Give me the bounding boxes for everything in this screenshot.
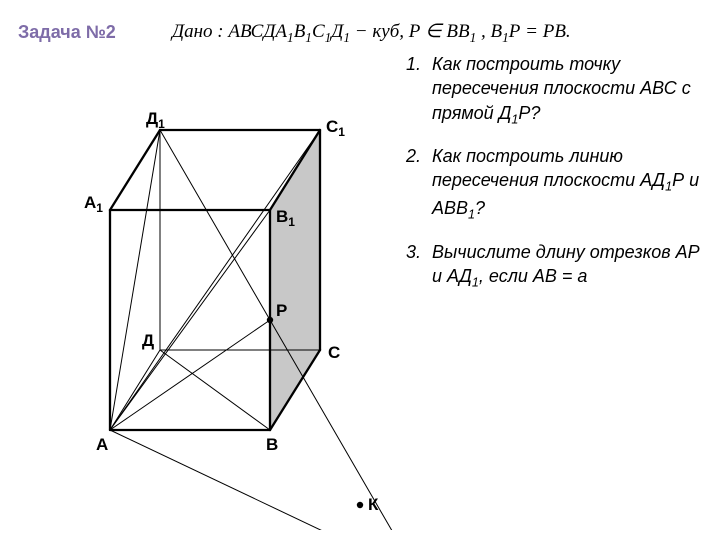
svg-text:Д1: Д1 <box>146 109 165 131</box>
question-list: Как построить точку пересечения плоскост… <box>396 52 708 308</box>
svg-text:А: А <box>96 435 108 454</box>
svg-text:К: К <box>368 495 379 514</box>
problem-title: Задача №2 <box>18 22 116 43</box>
cube-diagram: АВСДА1В1С1Д1РК <box>70 90 410 530</box>
given-text: Дано : АВСДА1В1С1Д1 − куб, Р ∈ ВВ1 , В1Р… <box>172 20 571 46</box>
svg-text:Д: Д <box>142 331 154 350</box>
question-3: Вычислите длину отрезков АР и АД1, если … <box>426 240 708 292</box>
svg-text:С: С <box>328 343 340 362</box>
svg-text:В: В <box>266 435 278 454</box>
svg-text:Р: Р <box>276 301 287 320</box>
svg-text:А1: А1 <box>84 193 103 215</box>
question-2: Как построить линию пересечения плоскост… <box>426 144 708 223</box>
question-1: Как построить точку пересечения плоскост… <box>426 52 708 128</box>
svg-text:С1: С1 <box>326 117 345 139</box>
